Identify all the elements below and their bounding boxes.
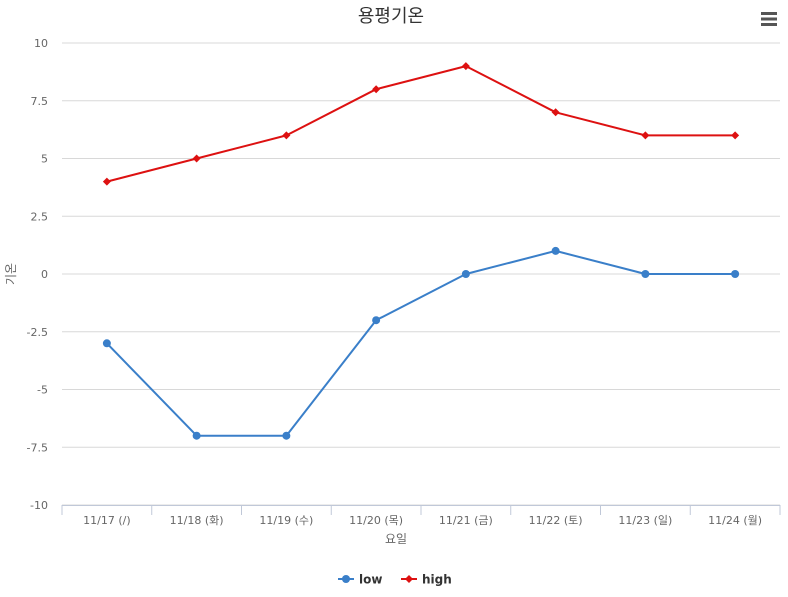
data-point-low (372, 316, 381, 325)
y-tick-label: -5 (37, 384, 48, 397)
legend-item-high[interactable]: high (401, 573, 452, 587)
x-tick-label: 11/23 (일) (618, 513, 672, 527)
data-point-high (461, 62, 470, 71)
x-tick-label: 11/21 (금) (439, 514, 493, 527)
y-tick-label: -2.5 (27, 326, 48, 339)
series-line-low (106, 249, 736, 437)
series-low (102, 246, 740, 440)
data-point-low (461, 270, 470, 278)
data-point-low (282, 431, 291, 440)
series-line-high (106, 65, 736, 183)
y-tick-label: 0 (41, 268, 48, 281)
data-point-low (641, 270, 650, 278)
y-tick-label: -10 (30, 499, 48, 512)
legend: low high (338, 573, 452, 587)
hamburger-menu-icon[interactable] (756, 8, 782, 30)
data-point-low (731, 270, 740, 278)
data-point-low (192, 431, 201, 440)
data-point-low (551, 246, 560, 255)
y-tick-label: 7.5 (31, 95, 49, 108)
x-axis: 11/17 (/) 11/18 (화) 11/19 (수) 11/20 (목) 11/2… (61, 505, 781, 527)
data-point-high (731, 131, 740, 140)
y-axis-ticks: 10 7.5 5 2.5 0 -2.5 -5 -7.5 -10 (27, 37, 48, 512)
legend-label: high (422, 573, 452, 587)
x-tick-label: 11/17 (/) (83, 514, 131, 527)
data-point-high (282, 131, 291, 140)
series-high (102, 62, 740, 186)
y-tick-label: 10 (34, 37, 48, 50)
x-tick-label: 11/20 (목) (349, 514, 403, 527)
x-tick-label: 11/18 (화) (170, 514, 224, 527)
data-point-high (551, 108, 560, 117)
legend-marker-low (342, 575, 350, 583)
legend-marker-high (405, 575, 413, 583)
data-point-high (192, 154, 201, 163)
y-tick-label: 2.5 (31, 210, 49, 223)
x-tick-label: 11/22 (토) (529, 514, 583, 527)
data-point-high (102, 177, 111, 186)
x-tick-label: 11/19 (수) (259, 514, 313, 527)
x-axis-title: 요일 (385, 532, 407, 546)
legend-item-low[interactable]: low (338, 573, 382, 587)
series-lines (102, 62, 740, 440)
data-point-high (372, 85, 381, 94)
chart-title: 용평기온 (358, 6, 424, 27)
y-tick-label: -7.5 (27, 441, 48, 454)
y-axis-title: 기온 (4, 263, 18, 285)
data-point-high (641, 131, 650, 140)
y-tick-label: 5 (41, 153, 48, 166)
data-point-low (102, 339, 111, 348)
legend-label: low (359, 573, 382, 587)
x-tick-label: 11/24 (월) (708, 514, 762, 527)
